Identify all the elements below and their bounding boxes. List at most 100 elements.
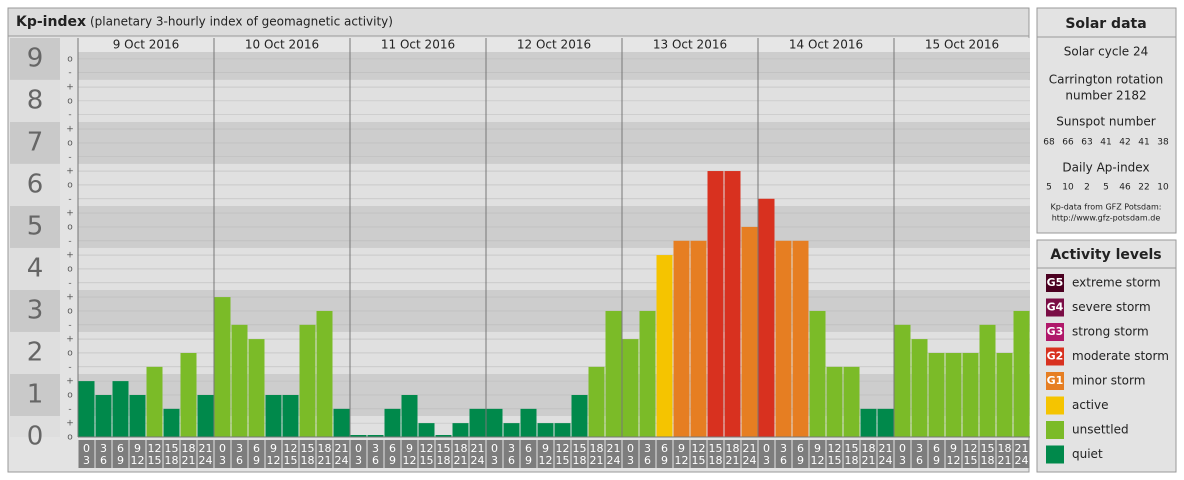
hour-label: 15 xyxy=(165,442,179,455)
hour-label: 12 xyxy=(692,442,706,455)
hour-label: 6 xyxy=(644,454,651,467)
hour-label: 15 xyxy=(845,442,859,455)
hour-label: 18 xyxy=(862,442,876,455)
hour-label: 6 xyxy=(797,442,804,455)
hour-label: 18 xyxy=(437,454,451,467)
hour-label: 18 xyxy=(998,442,1012,455)
ap-value: 46 xyxy=(1119,183,1131,193)
hour-box xyxy=(78,440,95,468)
title-bar xyxy=(7,7,1030,37)
bar xyxy=(503,423,520,437)
hour-label: 12 xyxy=(284,442,298,455)
y-minor-label: - xyxy=(68,362,71,372)
hour-label: 9 xyxy=(678,442,685,455)
hour-box xyxy=(724,440,741,468)
hour-label: 3 xyxy=(899,454,906,467)
hour-label: 9 xyxy=(933,454,940,467)
stripe xyxy=(10,415,60,437)
bar xyxy=(418,423,435,437)
hour-label: 18 xyxy=(573,454,587,467)
bar xyxy=(299,324,316,437)
hour-box xyxy=(741,440,758,468)
hour-label: 21 xyxy=(471,442,485,455)
day-label: 13 Oct 2016 xyxy=(653,38,727,52)
hour-label: 12 xyxy=(131,454,145,467)
level-code: G4 xyxy=(1047,301,1064,314)
hour-label: 12 xyxy=(811,454,825,467)
solar-panel xyxy=(1036,7,1177,234)
ap-value: 5 xyxy=(1103,183,1109,193)
bar xyxy=(1013,310,1030,437)
hour-box xyxy=(418,440,435,468)
hour-box xyxy=(180,440,197,468)
bar xyxy=(639,310,656,437)
hour-label: 0 xyxy=(355,442,362,455)
hour-label: 15 xyxy=(148,454,162,467)
hour-box xyxy=(979,440,996,468)
hour-box xyxy=(384,440,401,468)
bar xyxy=(741,226,758,437)
bar xyxy=(384,408,401,437)
bar xyxy=(724,171,741,437)
ap-value: 22 xyxy=(1138,183,1149,193)
stripe xyxy=(78,415,1030,437)
y-tick-label: 7 xyxy=(27,127,44,157)
hour-box xyxy=(894,440,911,468)
hour-box xyxy=(163,440,180,468)
hour-label: 6 xyxy=(100,454,107,467)
level-label: quiet xyxy=(1072,447,1103,461)
sunspots-value: 63 xyxy=(1081,138,1092,148)
sunspot-title: Sunspot number xyxy=(1056,115,1155,129)
hour-box xyxy=(333,440,350,468)
y-tick-label: 3 xyxy=(27,295,44,325)
y-minor-label: + xyxy=(66,251,74,261)
level-label: severe storm xyxy=(1072,300,1151,314)
hour-label: 21 xyxy=(454,454,468,467)
hour-box xyxy=(214,440,231,468)
level-code: G1 xyxy=(1047,374,1064,387)
y-minor-label: + xyxy=(66,377,74,387)
hour-label: 21 xyxy=(726,454,740,467)
hour-box xyxy=(248,440,265,468)
bar xyxy=(367,435,384,437)
bar xyxy=(911,339,928,437)
hour-label: 12 xyxy=(539,454,553,467)
level-code: G3 xyxy=(1047,325,1064,338)
hour-label: 3 xyxy=(219,454,226,467)
sunspots-value: 68 xyxy=(1043,138,1055,148)
level-swatch xyxy=(1046,347,1064,366)
bar xyxy=(843,366,860,437)
hour-box xyxy=(146,440,163,468)
y-tick-label: 2 xyxy=(27,337,44,367)
day-label: 11 Oct 2016 xyxy=(381,38,455,52)
hour-label: 15 xyxy=(420,454,434,467)
hour-label: 21 xyxy=(879,442,893,455)
bar xyxy=(605,310,622,437)
y-minor-label: o xyxy=(67,433,73,443)
hour-box xyxy=(860,440,877,468)
y-tick-label: 8 xyxy=(27,85,44,115)
y-minor-label: - xyxy=(68,194,71,204)
hour-label: 15 xyxy=(692,454,706,467)
hour-label: 12 xyxy=(675,454,689,467)
y-minor-label: o xyxy=(67,264,73,274)
bar xyxy=(520,408,537,437)
y-minor-label: + xyxy=(66,83,74,93)
hour-box xyxy=(537,440,554,468)
hour-box xyxy=(265,440,282,468)
chart-subtitle: (planetary 3-hourly index of geomagnetic… xyxy=(90,15,393,29)
level-label: unsettled xyxy=(1072,423,1129,437)
y-minor-label: + xyxy=(66,419,74,429)
sunspots-value: 41 xyxy=(1138,138,1149,148)
hour-label: 6 xyxy=(916,454,923,467)
source: Kp-data from GFZ Potsdam: xyxy=(1051,203,1162,212)
hour-box xyxy=(469,440,486,468)
hour-label: 9 xyxy=(661,454,668,467)
day-label: 12 Oct 2016 xyxy=(517,38,591,52)
hour-label: 6 xyxy=(933,442,940,455)
hour-box xyxy=(622,440,639,468)
hour-box xyxy=(928,440,945,468)
bar xyxy=(588,366,605,437)
sunspots-value: 41 xyxy=(1100,138,1111,148)
hour-box xyxy=(707,440,724,468)
